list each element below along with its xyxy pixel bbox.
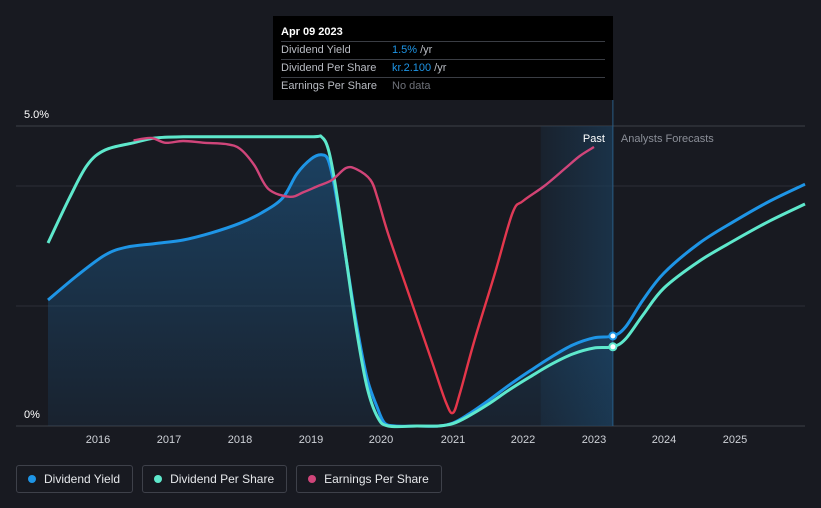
x-tick-label: 2021 — [441, 434, 465, 446]
x-tick-label: 2024 — [652, 434, 676, 446]
tooltip-row-earnings-per-share: Earnings Per Share No data — [281, 77, 605, 95]
x-tick-label: 2019 — [299, 434, 323, 446]
legend-item-dividend-yield[interactable]: Dividend Yield — [16, 465, 134, 493]
legend-item-dividend-per-share[interactable]: Dividend Per Share — [142, 465, 288, 493]
tooltip-row-unit: /yr — [420, 44, 433, 56]
legend-label: Earnings Per Share — [324, 472, 429, 486]
series-area-dividend-yield — [48, 154, 613, 427]
legend-label: Dividend Yield — [44, 472, 121, 486]
series-line-earnings-per-share — [133, 136, 595, 415]
legend: Dividend Yield Dividend Per Share Earnin… — [16, 465, 442, 493]
tooltip-row-value: kr.2.100 — [392, 62, 432, 74]
tooltip-row-dividend-per-share: Dividend Per Share kr.2.100 /yr — [281, 59, 605, 77]
tooltip-row-name: Earnings Per Share — [281, 80, 377, 92]
x-tick-label: 2020 — [369, 434, 393, 446]
x-tick-label: 2023 — [582, 434, 606, 446]
y-tick-label: 5.0% — [24, 109, 49, 121]
x-tick-label: 2017 — [157, 434, 181, 446]
tooltip-row-name: Dividend Yield — [281, 44, 351, 56]
tooltip-row-name: Dividend Per Share — [281, 62, 377, 74]
series-point-dividend-per-share — [608, 342, 618, 352]
legend-item-earnings-per-share[interactable]: Earnings Per Share — [296, 465, 442, 493]
legend-dot-icon — [154, 475, 163, 483]
forecast-label: Analysts Forecasts — [621, 133, 714, 145]
tooltip: Apr 09 2023 Dividend Yield 1.5% /yr Divi… — [273, 16, 613, 100]
tooltip-row-unit: /yr — [434, 62, 447, 74]
past-label: Past — [583, 133, 605, 145]
series-point-dividend-yield — [608, 331, 618, 341]
y-tick-label: 0% — [24, 409, 40, 421]
tooltip-row-value: No data — [392, 80, 431, 92]
legend-label: Dividend Per Share — [170, 472, 275, 486]
x-tick-label: 2018 — [228, 434, 252, 446]
legend-dot-icon — [308, 475, 317, 483]
series-line-dividend-yield — [47, 153, 806, 428]
legend-dot-icon — [28, 475, 36, 483]
tooltip-date: Apr 09 2023 — [281, 26, 343, 38]
tooltip-row-value: 1.5% — [392, 44, 418, 56]
x-tick-label: 2025 — [723, 434, 747, 446]
tooltip-row-dividend-yield: Dividend Yield 1.5% /yr — [281, 41, 605, 59]
x-tick-label: 2016 — [86, 434, 110, 446]
x-tick-label: 2022 — [511, 434, 535, 446]
series-line-dividend-per-share — [46, 134, 806, 429]
